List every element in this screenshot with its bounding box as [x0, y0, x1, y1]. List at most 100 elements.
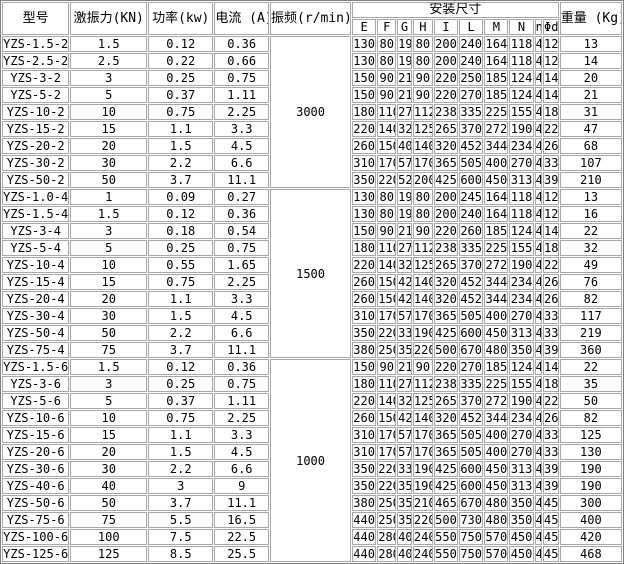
frequency-cell: 1000	[270, 359, 352, 562]
table-cell: 4	[534, 427, 542, 443]
table-cell: YZS-2.5-2	[2, 53, 70, 69]
table-cell: 240	[412, 529, 433, 545]
table-cell: 0.12	[148, 36, 214, 52]
table-cell: 20	[70, 444, 148, 460]
table-cell: 365	[433, 155, 459, 171]
table-cell: 14	[559, 53, 622, 69]
table-cell: 365	[433, 444, 459, 460]
table-cell: 170	[412, 155, 433, 171]
table-cell: 33	[542, 308, 559, 324]
table-cell: 50	[559, 393, 622, 409]
table-cell: 0.25	[148, 240, 214, 256]
table-cell: 313	[509, 172, 534, 188]
table-cell: 4	[534, 546, 542, 562]
table-cell: 200	[433, 53, 459, 69]
table-cell: 57	[397, 444, 412, 460]
table-cell: 260	[352, 291, 377, 307]
table-cell: 33	[397, 461, 412, 477]
table-cell: 190	[509, 121, 534, 137]
table-cell: 125	[70, 546, 148, 562]
table-cell: 14	[542, 359, 559, 375]
table-cell: 155	[509, 240, 534, 256]
table-cell: 0.36	[214, 36, 270, 52]
table-cell: 1.5	[70, 359, 148, 375]
table-cell: 80	[412, 36, 433, 52]
table-cell: 140	[377, 393, 397, 409]
table-cell: 250	[377, 342, 397, 358]
table-row: YZS-1.5-6 1.5 0.12 0.36 1000 150 90 21 90 220 270 1…	[2, 359, 622, 562]
table-cell: 0.75	[214, 376, 270, 392]
table-cell: 6.6	[214, 155, 270, 171]
table-cell: 425	[433, 172, 459, 188]
table-cell: 450	[509, 529, 534, 545]
table-cell: 450	[484, 172, 509, 188]
table-cell: 8.5	[148, 546, 214, 562]
table-cell: 425	[433, 461, 459, 477]
table-cell: 505	[459, 308, 484, 324]
table-cell: 234	[509, 138, 534, 154]
table-cell: YZS-10-4	[2, 257, 70, 273]
table-cell: 80	[377, 189, 397, 205]
table-cell: 3.7	[148, 495, 214, 511]
table-cell: 1.65	[214, 257, 270, 273]
table-cell: 0.37	[148, 87, 214, 103]
table-cell: 90	[412, 70, 433, 86]
table-cell: 150	[352, 223, 377, 239]
table-cell: 130	[352, 189, 377, 205]
table-cell: 270	[509, 444, 534, 460]
table-cell: 220	[377, 478, 397, 494]
table-cell: 350	[352, 478, 377, 494]
table-cell: 730	[459, 512, 484, 528]
table-cell: 125	[412, 121, 433, 137]
header-dim-6: M	[484, 19, 509, 35]
table-cell: 219	[559, 325, 622, 341]
table-cell: 220	[352, 121, 377, 137]
table-cell: 335	[459, 240, 484, 256]
table-cell: 440	[352, 546, 377, 562]
table-cell: 19	[397, 189, 412, 205]
table-cell: 570	[484, 546, 509, 562]
table-cell: 45	[542, 495, 559, 511]
table-cell: 0.75	[148, 104, 214, 120]
table-cell: 150	[377, 410, 397, 426]
table-row: YZS-3-230.250.75150902190220250185124414…	[2, 70, 622, 86]
table-cell: 270	[459, 87, 484, 103]
table-cell: 0.54	[214, 223, 270, 239]
table-cell: YZS-125-6	[2, 546, 70, 562]
table-cell: 22.5	[214, 529, 270, 545]
table-cell: 14	[542, 87, 559, 103]
table-cell: 300	[559, 495, 622, 511]
table-cell: 25.5	[214, 546, 270, 562]
table-cell: 505	[459, 155, 484, 171]
table-cell: 32	[397, 257, 412, 273]
table-cell: 110	[377, 104, 397, 120]
table-cell: 310	[352, 308, 377, 324]
header-dim-9: Φd	[542, 19, 559, 35]
frequency-cell: 1500	[270, 189, 352, 358]
table-cell: 450	[484, 461, 509, 477]
table-cell: 50	[70, 495, 148, 511]
header-power: 功率(kw)	[148, 2, 214, 35]
table-cell: 180	[352, 376, 377, 392]
table-cell: YZS-20-6	[2, 444, 70, 460]
table-cell: 313	[509, 478, 534, 494]
table-cell: 45	[542, 529, 559, 545]
table-cell: 40	[70, 478, 148, 494]
table-cell: 4	[534, 206, 542, 222]
table-cell: 4	[534, 274, 542, 290]
table-cell: 570	[484, 529, 509, 545]
table-cell: 125	[412, 257, 433, 273]
table-cell: 68	[559, 138, 622, 154]
table-cell: 350	[509, 512, 534, 528]
table-cell: 220	[433, 359, 459, 375]
table-cell: 5	[70, 393, 148, 409]
table-cell: 27	[397, 376, 412, 392]
table-cell: 32	[397, 393, 412, 409]
table-cell: 465	[433, 495, 459, 511]
table-row: YZS-50-4502.26.6350220331904256004503134…	[2, 325, 622, 341]
table-cell: 170	[412, 427, 433, 443]
table-cell: 2.2	[148, 325, 214, 341]
table-cell: 164	[484, 206, 509, 222]
table-cell: 500	[433, 512, 459, 528]
